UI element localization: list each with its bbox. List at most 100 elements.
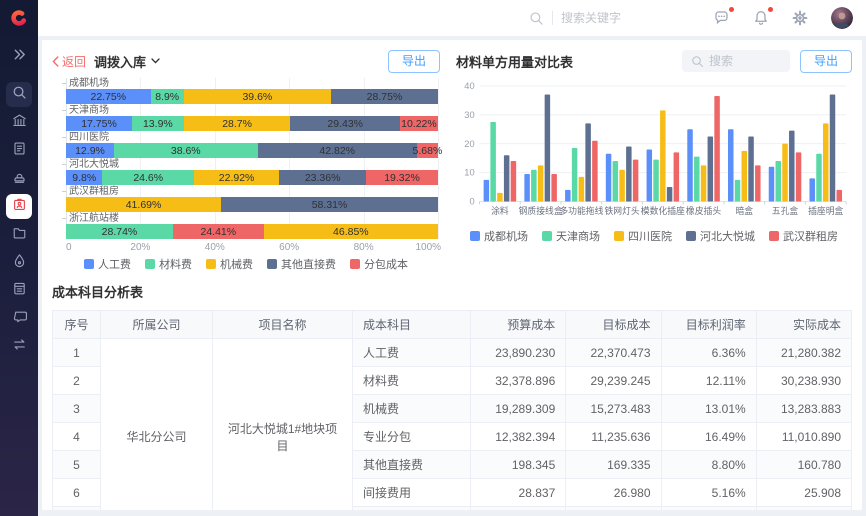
bar-segment[interactable]: 28.74% bbox=[66, 224, 173, 239]
avatar[interactable] bbox=[831, 7, 853, 29]
bar[interactable] bbox=[551, 174, 557, 202]
bar-segment[interactable]: 24.41% bbox=[172, 224, 264, 239]
bar[interactable] bbox=[707, 136, 714, 202]
bar[interactable] bbox=[646, 149, 653, 202]
sidebar-item-chat[interactable] bbox=[6, 306, 32, 331]
back-link[interactable]: 返回 bbox=[52, 53, 86, 70]
bar[interactable] bbox=[775, 161, 781, 202]
bar[interactable] bbox=[694, 156, 700, 202]
legend-item[interactable]: 天津商场 bbox=[542, 228, 600, 244]
bar[interactable] bbox=[571, 148, 578, 202]
bar[interactable] bbox=[823, 123, 829, 202]
bar[interactable] bbox=[503, 155, 510, 202]
bar-segment[interactable]: 39.6% bbox=[183, 89, 332, 104]
legend-item[interactable]: 分包成本 bbox=[350, 256, 408, 272]
bar-segment[interactable]: 41.69% bbox=[66, 197, 222, 212]
bar[interactable] bbox=[768, 166, 775, 202]
bar-segment[interactable]: 38.6% bbox=[113, 143, 258, 158]
bar[interactable] bbox=[666, 187, 673, 202]
bar-segment[interactable]: 29.43% bbox=[290, 116, 400, 131]
message-icon[interactable] bbox=[713, 6, 734, 27]
bar[interactable] bbox=[816, 153, 822, 202]
legend-item[interactable]: 机械费 bbox=[206, 256, 253, 272]
sidebar-item-search[interactable] bbox=[6, 82, 32, 107]
chart-search-input[interactable] bbox=[708, 54, 779, 68]
bar[interactable] bbox=[714, 95, 720, 202]
bar[interactable] bbox=[605, 153, 612, 202]
bar[interactable] bbox=[585, 123, 591, 202]
gear-icon[interactable] bbox=[792, 10, 808, 26]
bar[interactable] bbox=[660, 110, 666, 202]
bar-segment[interactable]: 12.9% bbox=[66, 143, 114, 158]
bar-segment[interactable]: 28.75% bbox=[331, 89, 438, 104]
sidebar-item-drop[interactable] bbox=[6, 250, 32, 275]
bar[interactable] bbox=[795, 152, 802, 202]
export-button[interactable]: 导出 bbox=[799, 49, 852, 73]
bar[interactable] bbox=[537, 165, 544, 202]
bar[interactable] bbox=[700, 165, 707, 202]
legend-item[interactable]: 成都机场 bbox=[470, 228, 528, 244]
bar[interactable] bbox=[632, 159, 639, 202]
bar-segment[interactable]: 13.9% bbox=[132, 116, 184, 131]
bar[interactable] bbox=[510, 161, 517, 202]
bar[interactable] bbox=[728, 129, 734, 202]
sidebar-item-bank[interactable] bbox=[6, 110, 32, 135]
bar[interactable] bbox=[782, 143, 788, 202]
bell-icon[interactable] bbox=[753, 7, 773, 26]
bar-segment[interactable]: 42.82% bbox=[257, 143, 417, 158]
legend-item[interactable]: 四川医院 bbox=[614, 228, 672, 244]
bar-segment[interactable]: 58.31% bbox=[221, 197, 438, 212]
sidebar-item-ledger[interactable] bbox=[6, 278, 32, 303]
bar[interactable] bbox=[836, 189, 843, 202]
bar[interactable] bbox=[524, 174, 530, 202]
sidebar-item-transfer[interactable] bbox=[6, 334, 32, 359]
bar[interactable] bbox=[829, 94, 836, 202]
sidebar-item-folder[interactable] bbox=[6, 222, 32, 247]
legend-item[interactable]: 其他直接费 bbox=[267, 256, 336, 272]
bar[interactable] bbox=[687, 129, 693, 202]
bar[interactable] bbox=[734, 179, 741, 202]
bar-segment[interactable]: 22.92% bbox=[193, 170, 280, 185]
bar[interactable] bbox=[748, 136, 754, 202]
bar-segment[interactable]: 24.6% bbox=[102, 170, 194, 185]
bar-segment[interactable]: 23.36% bbox=[279, 170, 367, 185]
sidebar-item-badge[interactable] bbox=[6, 194, 32, 219]
bar[interactable] bbox=[490, 121, 496, 202]
bar[interactable] bbox=[592, 140, 598, 202]
bar[interactable] bbox=[544, 94, 551, 202]
bar[interactable] bbox=[612, 161, 619, 202]
bar[interactable] bbox=[626, 146, 632, 202]
bar[interactable] bbox=[741, 150, 748, 202]
sidebar-item-stamp[interactable] bbox=[6, 166, 32, 191]
bar[interactable] bbox=[483, 179, 490, 202]
bar[interactable] bbox=[497, 192, 503, 202]
bar[interactable] bbox=[619, 169, 625, 202]
bar-segment[interactable]: 8.9% bbox=[150, 89, 184, 104]
bar[interactable] bbox=[565, 189, 571, 202]
sidebar-item-expand[interactable] bbox=[6, 44, 32, 69]
sidebar-item-document[interactable] bbox=[6, 138, 32, 163]
bar-segment[interactable]: 10.22% bbox=[399, 116, 438, 131]
bar[interactable] bbox=[789, 130, 795, 202]
bar[interactable] bbox=[578, 176, 585, 202]
bar-segment[interactable]: 9.8% bbox=[66, 170, 103, 185]
legend-item[interactable]: 人工费 bbox=[84, 256, 131, 272]
bar-segment[interactable]: 22.75% bbox=[66, 89, 151, 104]
bar[interactable] bbox=[653, 159, 659, 202]
legend-item[interactable]: 材料费 bbox=[145, 256, 192, 272]
export-button[interactable]: 导出 bbox=[387, 49, 440, 73]
bar-segment[interactable]: 19.32% bbox=[366, 170, 438, 185]
app-logo[interactable] bbox=[0, 0, 38, 36]
bar-segment[interactable]: 17.75% bbox=[66, 116, 133, 131]
bar-segment[interactable]: 46.85% bbox=[263, 224, 438, 239]
chevron-down-icon[interactable] bbox=[151, 58, 160, 64]
legend-item[interactable]: 武汉群租房 bbox=[769, 228, 838, 244]
bar-segment[interactable]: 5.68% bbox=[413, 143, 442, 158]
bar[interactable] bbox=[809, 178, 815, 202]
search-icon[interactable] bbox=[529, 11, 544, 26]
bar[interactable] bbox=[531, 169, 537, 202]
bar[interactable] bbox=[755, 165, 761, 202]
legend-item[interactable]: 河北大悦城 bbox=[686, 228, 755, 244]
bar-segment[interactable]: 28.7% bbox=[183, 116, 291, 131]
global-search-input[interactable] bbox=[561, 11, 671, 25]
